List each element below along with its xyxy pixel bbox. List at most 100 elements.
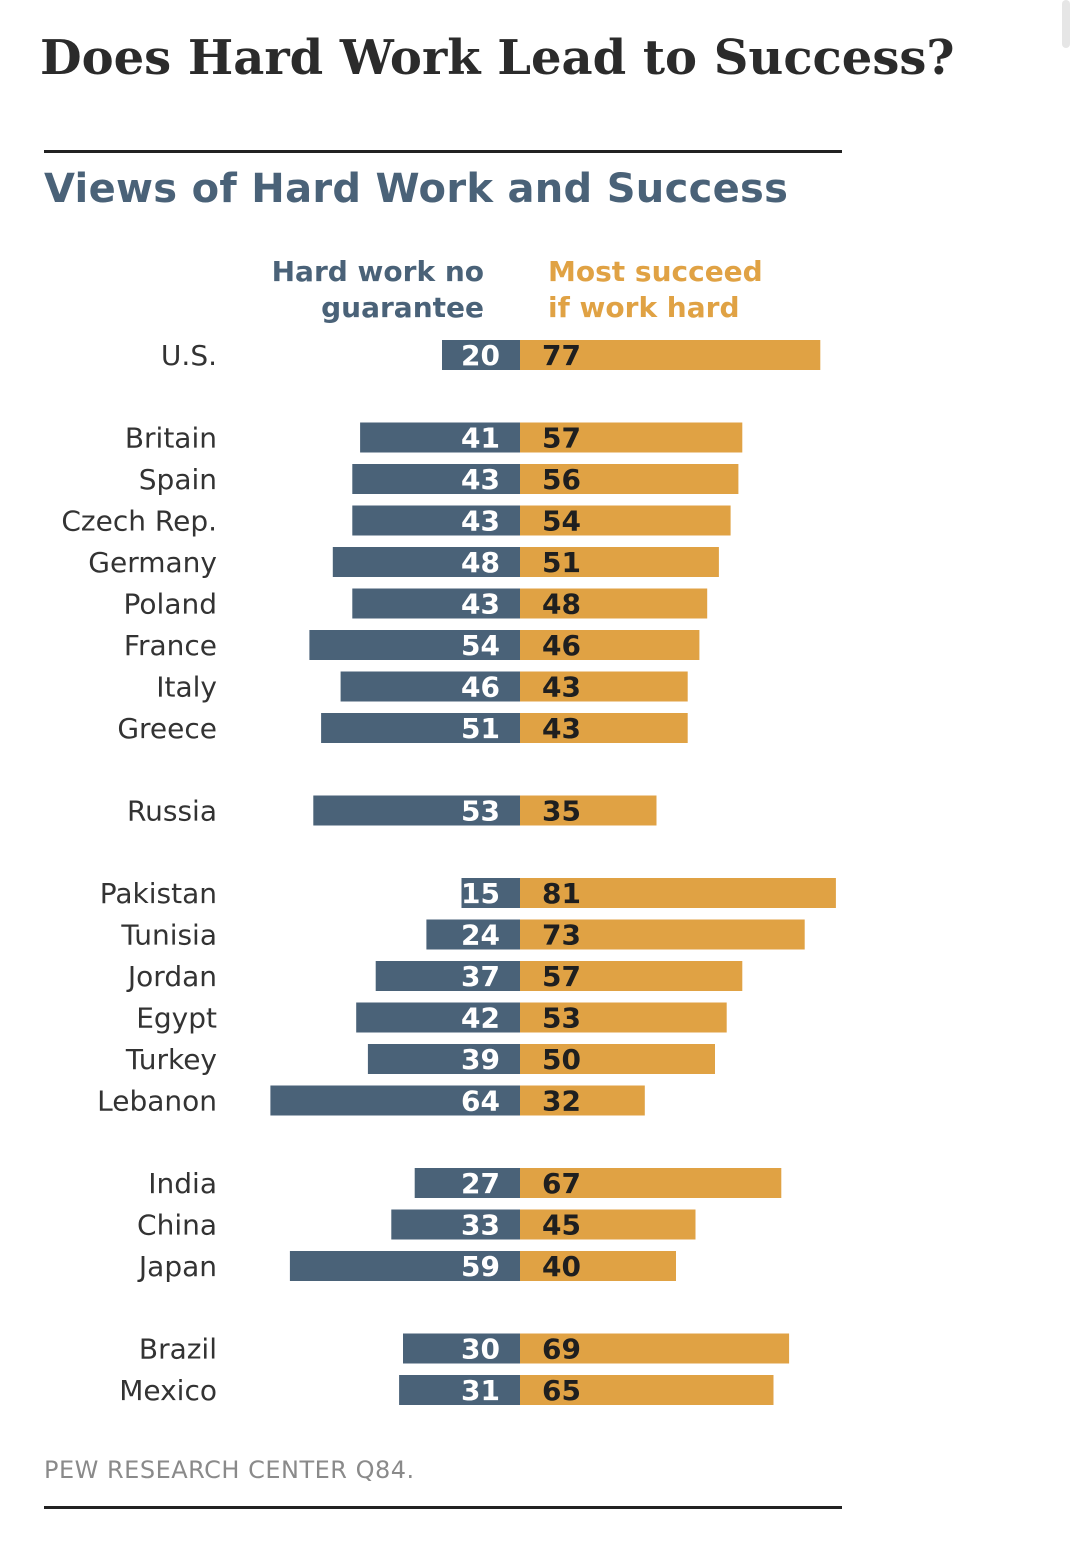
bar-hard-work-no-guarantee-jordan [375, 961, 520, 991]
value-label-hard-work-no-guarantee-tunisia: 24 [461, 919, 500, 952]
value-label-most-succeed-britain: 57 [542, 422, 581, 455]
bar-hard-work-no-guarantee-italy [340, 671, 520, 702]
value-label-most-succeed-turkey: 50 [542, 1043, 581, 1076]
value-label-most-succeed-india: 67 [542, 1167, 581, 1200]
value-label-hard-work-no-guarantee-germany: 48 [461, 546, 500, 579]
bar-hard-work-no-guarantee-egypt [356, 1002, 520, 1033]
bar-most-succeed-turkey [520, 1044, 715, 1074]
bar-most-succeed-brazil [520, 1333, 790, 1364]
value-label-hard-work-no-guarantee-brazil: 30 [461, 1333, 500, 1366]
bar-most-succeed-italy [520, 671, 688, 702]
bar-most-succeed-russia [520, 795, 657, 826]
bar-hard-work-no-guarantee-germany [332, 547, 520, 577]
category-label-u-s: U.S. [161, 339, 217, 372]
value-label-most-succeed-egypt: 53 [542, 1002, 581, 1035]
value-label-hard-work-no-guarantee-greece: 51 [461, 712, 500, 745]
bar-hard-work-no-guarantee-poland [352, 588, 520, 619]
value-label-most-succeed-france: 46 [542, 629, 581, 662]
value-label-most-succeed-czech-rep: 54 [542, 505, 581, 538]
bar-hard-work-no-guarantee-u-s [442, 340, 520, 370]
category-label-pakistan: Pakistan [100, 877, 217, 910]
value-label-most-succeed-italy: 43 [542, 671, 581, 704]
bar-hard-work-no-guarantee-lebanon [270, 1085, 520, 1116]
page-title: Does Hard Work Lead to Success? [40, 30, 955, 86]
bar-most-succeed-china [520, 1209, 696, 1240]
bar-hard-work-no-guarantee-spain [352, 464, 520, 494]
value-label-hard-work-no-guarantee-lebanon: 64 [461, 1085, 500, 1118]
bar-hard-work-no-guarantee-turkey [367, 1044, 520, 1074]
value-label-hard-work-no-guarantee-italy: 46 [461, 671, 500, 704]
legend-right-line-2: if work hard [548, 291, 740, 324]
value-label-hard-work-no-guarantee-britain: 41 [461, 422, 500, 455]
bar-hard-work-no-guarantee-czech-rep [352, 505, 520, 536]
category-label-mexico: Mexico [119, 1374, 217, 1407]
scrollbar[interactable] [1062, 0, 1070, 48]
category-label-germany: Germany [88, 546, 217, 579]
value-label-most-succeed-japan: 40 [542, 1250, 581, 1283]
bar-most-succeed-mexico [520, 1375, 774, 1405]
bar-hard-work-no-guarantee-china [391, 1209, 520, 1240]
category-label-lebanon: Lebanon [97, 1085, 217, 1118]
legend-left-line-1: Hard work no [271, 255, 484, 288]
value-label-most-succeed-jordan: 57 [542, 960, 581, 993]
bar-most-succeed-poland [520, 588, 708, 619]
category-label-japan: Japan [137, 1250, 217, 1283]
value-label-hard-work-no-guarantee-japan: 59 [461, 1250, 500, 1283]
category-label-spain: Spain [139, 463, 217, 496]
bar-most-succeed-britain [520, 422, 743, 453]
legend-hard-work-no-guarantee: Hard work no guarantee [272, 254, 484, 326]
category-label-egypt: Egypt [136, 1002, 217, 1035]
value-label-most-succeed-russia: 35 [542, 795, 581, 828]
value-label-hard-work-no-guarantee-turkey: 39 [461, 1043, 500, 1076]
bar-most-succeed-france [520, 630, 700, 660]
bar-hard-work-no-guarantee-brazil [403, 1333, 520, 1364]
bar-most-succeed-tunisia [520, 919, 805, 950]
bar-hard-work-no-guarantee-greece [321, 713, 520, 743]
bar-most-succeed-lebanon [520, 1085, 645, 1116]
category-label-poland: Poland [124, 588, 217, 621]
chart-top-rule [44, 150, 842, 153]
bar-most-succeed-germany [520, 547, 719, 577]
chart-title: Views of Hard Work and Success [44, 166, 789, 212]
category-label-brazil: Brazil [139, 1333, 217, 1366]
value-label-hard-work-no-guarantee-china: 33 [461, 1209, 500, 1242]
bar-most-succeed-jordan [520, 961, 743, 991]
bar-most-succeed-spain [520, 464, 739, 494]
value-label-most-succeed-pakistan: 81 [542, 877, 581, 910]
category-label-jordan: Jordan [126, 960, 217, 993]
legend-right-line-1: Most succeed [548, 255, 763, 288]
value-label-hard-work-no-guarantee-egypt: 42 [461, 1002, 500, 1035]
category-label-tunisia: Tunisia [120, 919, 217, 952]
category-label-france: France [124, 629, 217, 662]
legend-left-line-2: guarantee [321, 291, 484, 324]
bar-hard-work-no-guarantee-tunisia [426, 919, 520, 950]
value-label-hard-work-no-guarantee-india: 27 [461, 1167, 500, 1200]
bar-most-succeed-czech-rep [520, 505, 731, 536]
value-label-hard-work-no-guarantee-mexico: 31 [461, 1374, 500, 1407]
value-label-hard-work-no-guarantee-france: 54 [461, 629, 500, 662]
value-label-most-succeed-lebanon: 32 [542, 1085, 581, 1118]
source-note: PEW RESEARCH CENTER Q84. [44, 1456, 415, 1484]
category-label-india: India [148, 1167, 217, 1200]
value-label-most-succeed-poland: 48 [542, 588, 581, 621]
value-label-most-succeed-mexico: 65 [542, 1374, 581, 1407]
value-label-hard-work-no-guarantee-jordan: 37 [461, 960, 500, 993]
value-label-most-succeed-tunisia: 73 [542, 919, 581, 952]
category-label-china: China [137, 1209, 217, 1242]
bar-hard-work-no-guarantee-france [309, 630, 520, 660]
bar-most-succeed-u-s [520, 340, 821, 370]
bar-hard-work-no-guarantee-britain [360, 422, 520, 453]
value-label-hard-work-no-guarantee-russia: 53 [461, 795, 500, 828]
bar-most-succeed-japan [520, 1251, 676, 1281]
category-label-italy: Italy [156, 671, 217, 704]
value-label-hard-work-no-guarantee-pakistan: 15 [461, 877, 500, 910]
value-label-hard-work-no-guarantee-czech-rep: 43 [461, 505, 500, 538]
bar-most-succeed-india [520, 1168, 782, 1198]
value-label-hard-work-no-guarantee-spain: 43 [461, 463, 500, 496]
category-label-greece: Greece [117, 712, 217, 745]
category-label-britain: Britain [125, 422, 217, 455]
value-label-most-succeed-greece: 43 [542, 712, 581, 745]
category-label-czech-rep: Czech Rep. [61, 505, 217, 538]
bar-hard-work-no-guarantee-india [414, 1168, 520, 1198]
